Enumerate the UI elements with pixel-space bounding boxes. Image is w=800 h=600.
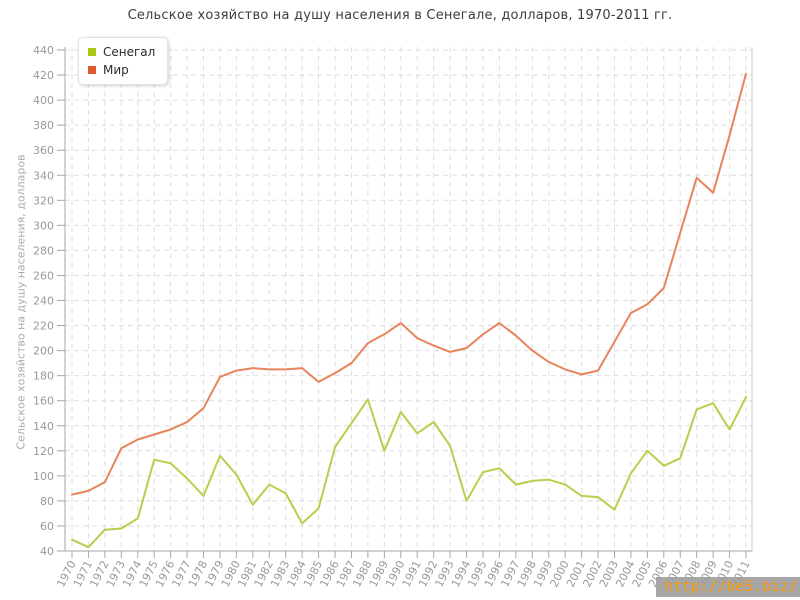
legend-swatch-mir (88, 66, 96, 74)
svg-text:440: 440 (33, 44, 54, 57)
svg-text:300: 300 (33, 219, 54, 232)
legend-label-senegal: Сенегал (103, 45, 156, 59)
svg-text:380: 380 (33, 119, 54, 132)
svg-text:80: 80 (40, 495, 54, 508)
y-gridlines (65, 49, 752, 527)
svg-text:260: 260 (33, 269, 54, 282)
svg-text:420: 420 (33, 69, 54, 82)
legend-item-senegal: Сенегал (88, 43, 155, 61)
legend: Сенегал Мир (78, 37, 169, 85)
svg-text:140: 140 (33, 420, 54, 433)
svg-text:40: 40 (40, 545, 54, 558)
svg-text:200: 200 (33, 345, 54, 358)
svg-text:320: 320 (33, 194, 54, 207)
y-tick-labels: 40 60 80 100 120 140 160 180 200 220 240 260 280 300 3… (33, 44, 65, 558)
legend-label-mir: Мир (103, 63, 129, 77)
legend-item-mir: Мир (88, 61, 155, 79)
series-line-senegal (71, 395, 747, 549)
svg-text:160: 160 (33, 395, 54, 408)
svg-text:220: 220 (33, 320, 54, 333)
series-line-mir (71, 72, 747, 496)
watermark-link[interactable]: http://be5.biz/ (656, 577, 800, 597)
legend-swatch-senegal (88, 48, 96, 56)
svg-text:180: 180 (33, 370, 54, 383)
chart-title: Сельское хозяйство на душу населения в С… (127, 8, 673, 23)
svg-text:400: 400 (33, 94, 54, 107)
svg-text:120: 120 (33, 445, 54, 458)
svg-text:280: 280 (33, 244, 54, 257)
svg-text:100: 100 (33, 470, 54, 483)
x-tick-labels: 1970197119721973197419751976197719781979… (54, 551, 753, 589)
svg-text:60: 60 (40, 520, 54, 533)
svg-text:360: 360 (33, 144, 54, 157)
svg-text:340: 340 (33, 169, 54, 182)
x-gridlines (71, 47, 747, 551)
svg-text:240: 240 (33, 295, 54, 308)
